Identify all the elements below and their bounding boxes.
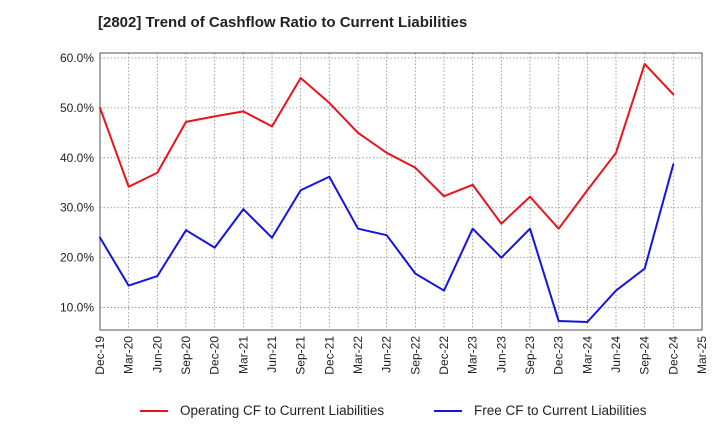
legend-swatch-operating: [140, 409, 168, 412]
x-tick-label: Mar-20: [122, 336, 136, 374]
x-tick-label: Jun-21: [265, 336, 279, 373]
y-tick-label: 60.0%: [60, 51, 94, 65]
x-tick-label: Sep-21: [294, 336, 308, 375]
legend-item-operating: Operating CF to Current Liabilities: [140, 403, 384, 418]
x-tick-label: Mar-23: [466, 336, 480, 374]
x-tick-label: Sep-24: [638, 336, 652, 375]
x-tick-label: Dec-20: [208, 336, 222, 375]
y-tick-label: 40.0%: [60, 151, 94, 165]
x-tick-label: Mar-21: [236, 336, 250, 374]
x-tick-label: Jun-23: [494, 336, 508, 373]
y-tick-label: 30.0%: [60, 201, 94, 215]
legend-label-free: Free CF to Current Liabilities: [474, 403, 647, 418]
x-tick-label: Dec-19: [93, 336, 107, 375]
x-tick-label: Mar-22: [351, 336, 365, 374]
y-tick-label: 10.0%: [60, 301, 94, 315]
x-tick-label: Dec-21: [322, 336, 336, 375]
legend-swatch-free: [434, 409, 462, 412]
x-tick-label: Jun-20: [150, 336, 164, 373]
y-tick-label: 50.0%: [60, 101, 94, 115]
plot-frame: [99, 52, 703, 331]
legend-item-free: Free CF to Current Liabilities: [434, 403, 647, 418]
chart-title: [2802] Trend of Cashflow Ratio to Curren…: [98, 14, 468, 31]
x-tick-label: Mar-25: [695, 336, 709, 374]
x-tick-label: Jun-24: [609, 336, 623, 373]
x-tick-label: Jun-22: [380, 336, 394, 373]
x-tick-label: Sep-23: [523, 336, 537, 375]
x-tick-label: Dec-22: [437, 336, 451, 375]
x-tick-label: Dec-24: [666, 336, 680, 375]
operating-cf-line: [99, 62, 675, 230]
y-tick-label: 20.0%: [60, 251, 94, 265]
plot-area: [100, 53, 702, 330]
x-tick-label: Sep-22: [408, 336, 422, 375]
x-tick-label: Mar-24: [580, 336, 594, 374]
chart-legend: Operating CF to Current Liabilities Free…: [0, 403, 720, 427]
free-cf-line: [99, 163, 675, 324]
legend-label-operating: Operating CF to Current Liabilities: [180, 403, 385, 418]
x-tick-label: Sep-20: [179, 336, 193, 375]
x-tick-label: Dec-23: [552, 336, 566, 375]
